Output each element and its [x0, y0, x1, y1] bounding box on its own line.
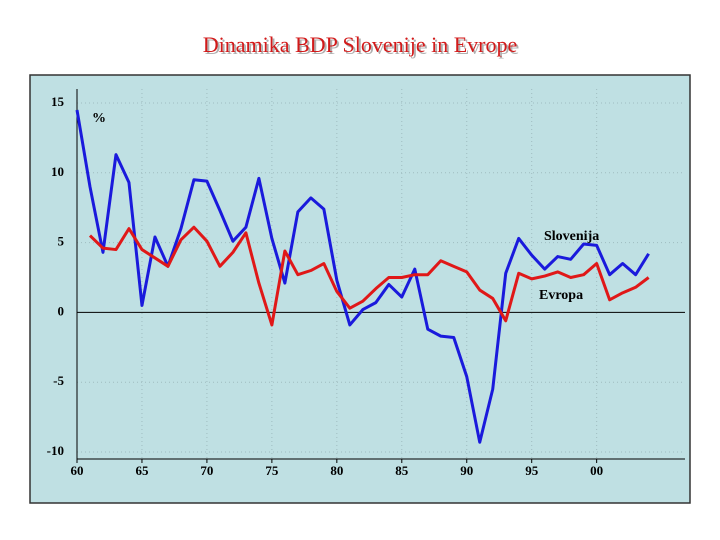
y-tick-label: 10 [51, 164, 64, 179]
chart-title: Dinamika BDP Slovenije in Evrope [203, 32, 517, 57]
unit-label: % [92, 111, 106, 126]
x-tick-label: 95 [525, 463, 539, 478]
series-line [88, 225, 650, 327]
y-tick-label: -10 [47, 443, 64, 458]
title-shadow: Dinamika BDP Slovenije in Evrope [205, 34, 519, 59]
x-tick-label: 00 [590, 463, 603, 478]
x-tick-label: 75 [265, 463, 279, 478]
y-tick-label: 0 [58, 303, 65, 318]
x-tick-label: 90 [460, 463, 473, 478]
x-tick-label: 65 [135, 463, 149, 478]
y-tick-label: -5 [53, 373, 64, 388]
x-tick-label: 80 [330, 463, 343, 478]
y-tick-label: 15 [51, 94, 65, 109]
x-tick-label: 70 [200, 463, 213, 478]
y-tick-label: 5 [58, 234, 65, 249]
series-label: Evropa [539, 288, 583, 303]
series-line [75, 109, 650, 444]
series-label: Slovenija [544, 229, 599, 244]
chart-frame [29, 74, 691, 504]
x-tick-label: 85 [395, 463, 409, 478]
x-tick-label: 60 [71, 463, 84, 478]
